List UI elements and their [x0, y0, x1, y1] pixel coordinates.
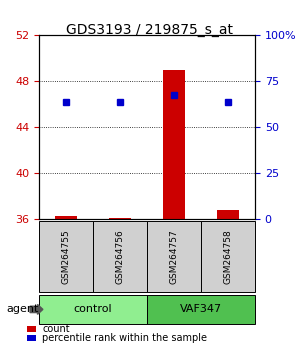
- Bar: [217, 210, 239, 219]
- Text: GSM264755: GSM264755: [61, 229, 70, 284]
- Text: count: count: [42, 324, 70, 334]
- Text: agent: agent: [6, 304, 38, 314]
- Bar: [55, 216, 77, 219]
- Text: GSM264758: GSM264758: [224, 229, 232, 284]
- Text: GSM264756: GSM264756: [116, 229, 124, 284]
- Text: percentile rank within the sample: percentile rank within the sample: [42, 333, 207, 343]
- Text: GDS3193 / 219875_s_at: GDS3193 / 219875_s_at: [67, 23, 233, 37]
- Bar: [163, 70, 185, 219]
- Bar: [109, 218, 131, 219]
- Text: VAF347: VAF347: [180, 304, 222, 314]
- Text: control: control: [74, 304, 112, 314]
- Text: GSM264757: GSM264757: [169, 229, 178, 284]
